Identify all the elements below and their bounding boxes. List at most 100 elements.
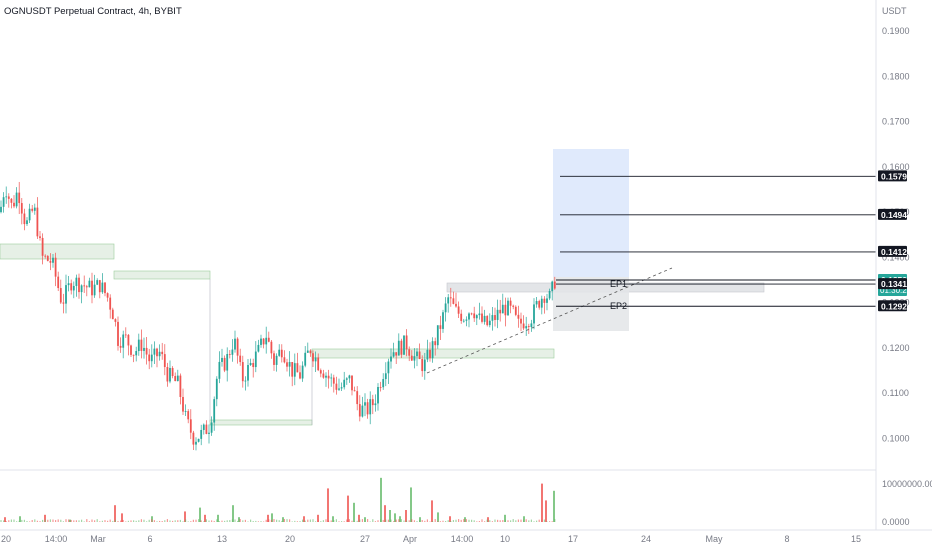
price-tick: 0.1900 — [882, 26, 910, 36]
volume-bar-small — [169, 520, 171, 522]
volume-bar-small — [437, 521, 439, 522]
candle-body — [210, 422, 213, 433]
candle-body — [197, 438, 200, 442]
volume-bar — [184, 511, 186, 522]
volume-bar-small — [380, 519, 382, 522]
candle-body — [75, 277, 78, 286]
volume-bar-small — [29, 521, 31, 522]
volume-bar-small — [481, 519, 483, 522]
time-tick: 17 — [568, 534, 578, 544]
volume-bar-small — [8, 520, 10, 522]
candle-body — [163, 354, 166, 368]
volume-tick-zero: 0.0000 — [882, 517, 910, 527]
candle-body — [145, 347, 148, 355]
candle-body — [106, 293, 109, 298]
volume-bar-small — [179, 519, 181, 522]
candle-body — [447, 297, 450, 304]
candle-body — [405, 335, 408, 350]
volume-bar — [317, 514, 319, 522]
volume-bar-small — [465, 519, 467, 522]
candle-body — [156, 348, 158, 357]
volume-bar — [199, 507, 201, 522]
candle-body — [509, 300, 512, 306]
candle-body — [280, 349, 283, 358]
time-tick: 20 — [285, 534, 295, 544]
candle-body — [418, 351, 421, 360]
candle-body — [468, 313, 470, 320]
candle-body — [439, 325, 442, 329]
volume-bar-small — [533, 521, 535, 522]
volume-bar-small — [403, 520, 405, 522]
candle-body — [218, 361, 221, 379]
time-tick: 14:00 — [45, 534, 68, 544]
price-tick: 0.1000 — [882, 433, 910, 443]
volume-bar — [44, 514, 46, 522]
volume-bar-small — [226, 520, 228, 522]
volume-bar — [69, 519, 71, 522]
volume-bar-small — [390, 519, 392, 522]
volume-bar-small — [18, 520, 20, 522]
volume-bar-small — [286, 519, 288, 522]
volume-bar-small — [315, 521, 317, 522]
volume-bar — [431, 500, 433, 522]
price-tag — [878, 300, 907, 312]
candle-body — [241, 362, 244, 382]
candle-body — [93, 284, 96, 296]
candle-body — [327, 375, 330, 379]
volume-bar-small — [182, 521, 184, 522]
candle-body — [504, 304, 507, 316]
candle-body — [70, 283, 73, 291]
candle-body — [257, 344, 260, 352]
candle-body — [546, 298, 548, 303]
candle-body — [382, 379, 385, 388]
volume-bar-small — [543, 519, 545, 522]
candle-body — [174, 376, 177, 382]
volume-bar-small — [146, 521, 148, 522]
candle-body — [278, 349, 281, 356]
volume-bar-small — [127, 520, 129, 522]
candle-body — [442, 312, 444, 329]
candle-body — [2, 197, 5, 207]
price-tick: 0.1200 — [882, 343, 910, 353]
candle-body — [299, 372, 301, 379]
volume-bar-small — [398, 519, 400, 522]
candle-body — [535, 301, 538, 305]
candle-body — [72, 285, 75, 291]
volume-bar-small — [510, 520, 512, 522]
candle-body — [31, 208, 34, 211]
candle-body — [67, 283, 70, 286]
volume-bar-small — [413, 520, 415, 522]
volume-bar-small — [190, 521, 192, 522]
volume-bar-small — [70, 519, 72, 522]
volume-bar-small — [536, 520, 538, 522]
candle-body — [62, 302, 65, 304]
volume-bar-small — [73, 520, 75, 522]
candle-body — [366, 402, 369, 415]
volume-bar-small — [291, 521, 293, 522]
volume-bar-small — [530, 519, 532, 522]
candle-body — [239, 355, 242, 363]
volume-bar-small — [36, 520, 38, 522]
volume-bar-small — [218, 521, 220, 522]
candle-body — [444, 303, 447, 313]
volume-bar-small — [429, 521, 431, 522]
candle-body — [54, 257, 57, 277]
volume-bar-small — [208, 520, 210, 522]
candle-body — [13, 202, 15, 207]
volume-bar-small — [159, 520, 161, 522]
volume-bar-small — [338, 521, 340, 522]
candle-body — [514, 306, 517, 315]
volume-bar-small — [174, 520, 176, 522]
candle-body — [553, 281, 556, 289]
candle-body — [65, 285, 67, 304]
candle-body — [57, 276, 60, 289]
candle-body — [434, 341, 437, 346]
candle-body — [10, 198, 13, 203]
candle-body — [431, 341, 434, 359]
volume-bar-small — [112, 520, 114, 522]
volume-bar-small — [83, 521, 85, 522]
volume-bar-small — [341, 521, 343, 522]
volume-bar-small — [320, 521, 322, 522]
volume-bar-small — [541, 519, 543, 522]
